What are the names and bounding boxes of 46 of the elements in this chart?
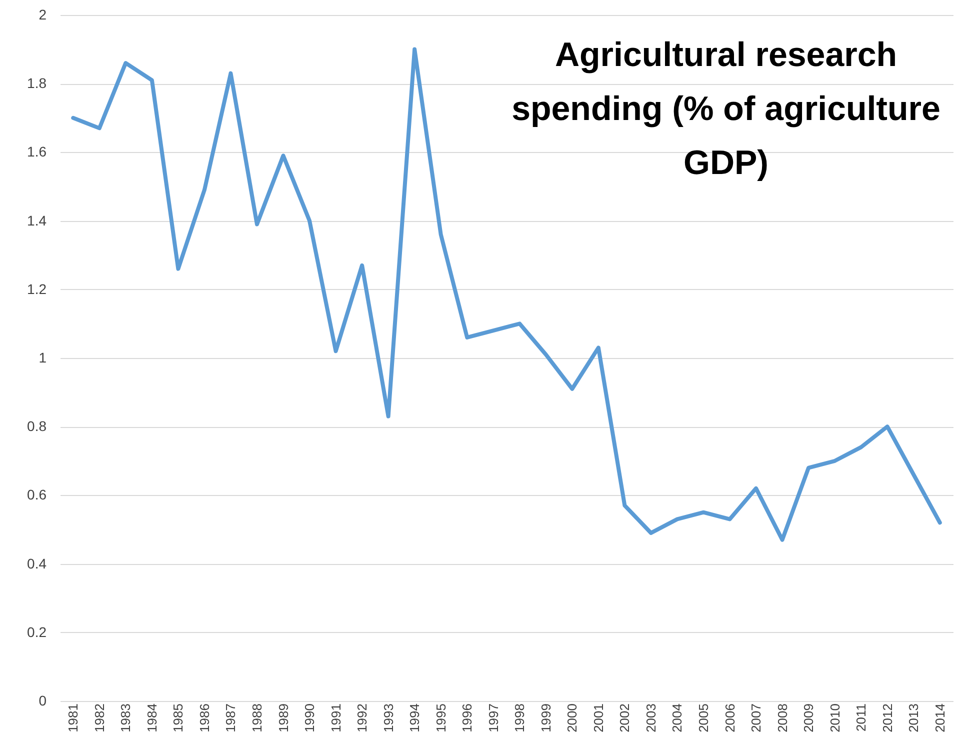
x-tick-label: 2003: [643, 704, 658, 732]
y-tick-label: 1.8: [27, 75, 47, 92]
x-tick-label: 1986: [196, 704, 212, 732]
x-tick-label: 2009: [801, 704, 816, 732]
x-tick-label: 1992: [354, 704, 370, 732]
x-tick-label: 1996: [460, 704, 475, 732]
x-tick-label: 1997: [486, 704, 501, 732]
x-tick-label: 1990: [302, 704, 318, 732]
y-tick-label: 2: [38, 6, 47, 22]
x-tick-label: 2007: [748, 704, 764, 732]
x-tick-label: 2000: [564, 704, 580, 732]
x-tick-label: 1982: [92, 704, 107, 732]
x-tick-label: 1989: [276, 704, 291, 732]
x-tick-label: 2013: [906, 704, 922, 732]
x-tick-label: 1987: [223, 704, 238, 732]
x-tick-label: 1983: [118, 704, 134, 732]
y-tick-label: 0.2: [27, 624, 47, 640]
x-tick-label: 2002: [617, 704, 632, 732]
x-tick-label: 1984: [144, 704, 160, 732]
x-tick-label: 1991: [328, 704, 344, 732]
y-tick-label: 0: [38, 692, 47, 708]
y-tick-label: 1.6: [27, 144, 47, 160]
x-tick-label: 1995: [433, 704, 448, 732]
y-tick-label: 0.8: [27, 418, 47, 434]
text: Agricultural research spending (% of agriculture GDP): [512, 36, 940, 182]
x-tick-label: 1994: [407, 704, 422, 732]
x-tick-label: 1985: [170, 704, 186, 732]
y-tick-label: 1.2: [27, 280, 47, 297]
x-tick-label: 1999: [538, 704, 554, 732]
x-tick-label: 2006: [722, 704, 738, 732]
y-tick-label: 0.6: [27, 486, 47, 503]
x-tick-label: 2014: [932, 704, 948, 732]
x-tick-label: 2012: [880, 704, 895, 732]
x-tick-label: 2008: [774, 704, 790, 732]
y-tick-label: 0.4: [27, 555, 47, 572]
x-tick-label: 1988: [249, 704, 264, 732]
x-tick-label: 2010: [827, 704, 842, 732]
x-tick-label: 1981: [66, 704, 81, 732]
x-tick-label: 2011: [854, 704, 869, 732]
x-tick-label: 2001: [590, 704, 606, 732]
x-tick-label: 1998: [512, 704, 528, 732]
y-tick-label: 1: [38, 350, 47, 366]
x-tick-label: 1993: [380, 704, 396, 732]
x-tick-label: 2005: [696, 704, 711, 732]
y-tick-label: 1.4: [27, 212, 47, 228]
x-tick-label: 2004: [670, 704, 685, 732]
